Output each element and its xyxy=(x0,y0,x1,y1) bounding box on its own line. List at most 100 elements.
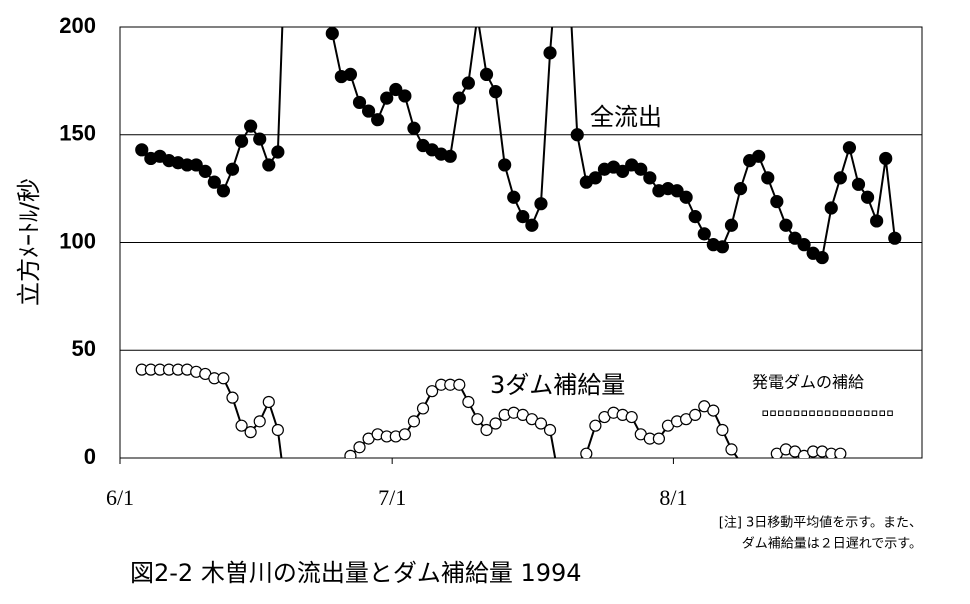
legend-marker xyxy=(778,410,784,416)
point xyxy=(652,432,666,445)
y-tick-label: 200 xyxy=(59,13,96,38)
legend-marker xyxy=(887,410,893,416)
point xyxy=(797,238,811,252)
plot-frame xyxy=(119,26,923,459)
point xyxy=(625,410,638,424)
point xyxy=(488,85,503,99)
point xyxy=(733,182,748,196)
legend-marker xyxy=(762,410,768,416)
point xyxy=(398,89,412,103)
point xyxy=(534,417,548,430)
point xyxy=(198,164,212,178)
point xyxy=(244,119,258,133)
point xyxy=(352,95,367,110)
point xyxy=(779,218,793,232)
point xyxy=(262,395,275,409)
legend-marker xyxy=(863,410,870,416)
point xyxy=(860,190,875,204)
point xyxy=(689,408,702,421)
point xyxy=(216,184,231,198)
legend-marker xyxy=(832,410,839,416)
point xyxy=(543,46,557,60)
point xyxy=(534,197,548,211)
legend-marker xyxy=(809,410,815,416)
point xyxy=(262,158,276,172)
point xyxy=(271,423,284,437)
legend-marker xyxy=(840,410,846,416)
point xyxy=(462,395,475,409)
y-tick-label: 50 xyxy=(72,336,96,361)
legend-marker xyxy=(785,410,792,416)
point xyxy=(716,423,729,437)
legend-marker xyxy=(801,410,807,416)
legend-marker xyxy=(848,410,854,416)
point xyxy=(361,104,376,118)
legend-marker xyxy=(824,410,831,416)
point xyxy=(634,162,648,176)
point xyxy=(461,76,475,90)
point xyxy=(679,190,693,204)
point xyxy=(380,91,394,105)
point xyxy=(589,419,602,432)
point xyxy=(525,218,539,232)
point xyxy=(851,177,866,191)
point xyxy=(225,162,240,176)
point xyxy=(371,113,385,127)
point xyxy=(870,214,884,228)
point xyxy=(725,443,738,456)
series-label: 全流出 xyxy=(590,103,662,131)
point xyxy=(715,240,730,254)
series-label: 3ダム補給量 xyxy=(490,371,625,399)
point xyxy=(389,82,403,97)
point xyxy=(407,415,421,428)
point xyxy=(471,413,484,426)
point xyxy=(226,391,239,404)
point xyxy=(815,250,829,265)
legend-marker xyxy=(871,410,878,416)
point xyxy=(670,184,684,198)
point xyxy=(353,441,366,454)
point xyxy=(833,171,847,185)
y-tick-label: 0 xyxy=(84,444,96,469)
point xyxy=(217,372,230,385)
point xyxy=(271,145,285,159)
point xyxy=(842,141,857,155)
point xyxy=(416,402,430,415)
legend-marker xyxy=(793,410,800,416)
point xyxy=(407,121,421,135)
legend-marker xyxy=(856,410,862,416)
legend-marker xyxy=(817,410,823,416)
plot-area xyxy=(135,27,902,458)
legend-marker xyxy=(879,410,885,416)
point xyxy=(570,128,584,142)
point xyxy=(235,419,248,432)
x-tick-label: 8/1 xyxy=(659,485,687,510)
point xyxy=(253,415,266,428)
point xyxy=(498,158,512,172)
point xyxy=(888,231,902,245)
x-tick-label: 6/1 xyxy=(106,485,134,510)
point xyxy=(752,149,766,163)
point xyxy=(707,404,720,417)
x-tick-label: 7/1 xyxy=(378,485,406,510)
note: [注] 3日移動平均値を示す。また、 xyxy=(719,515,922,531)
point xyxy=(724,218,739,232)
point xyxy=(879,151,893,166)
legend-label: 発電ダムの補給 xyxy=(752,373,864,392)
point xyxy=(834,447,847,458)
point xyxy=(425,385,439,398)
point xyxy=(253,132,267,146)
point xyxy=(543,423,557,437)
point xyxy=(325,27,339,41)
point xyxy=(580,447,593,458)
point xyxy=(398,428,411,441)
point xyxy=(761,171,775,185)
point xyxy=(234,134,249,148)
chart-title: 図2-2 木曽川の流出量とダム補給量 1994 xyxy=(130,559,582,587)
point xyxy=(824,201,838,215)
point xyxy=(770,194,784,209)
point xyxy=(688,210,702,224)
point xyxy=(189,158,203,172)
point xyxy=(588,171,602,185)
